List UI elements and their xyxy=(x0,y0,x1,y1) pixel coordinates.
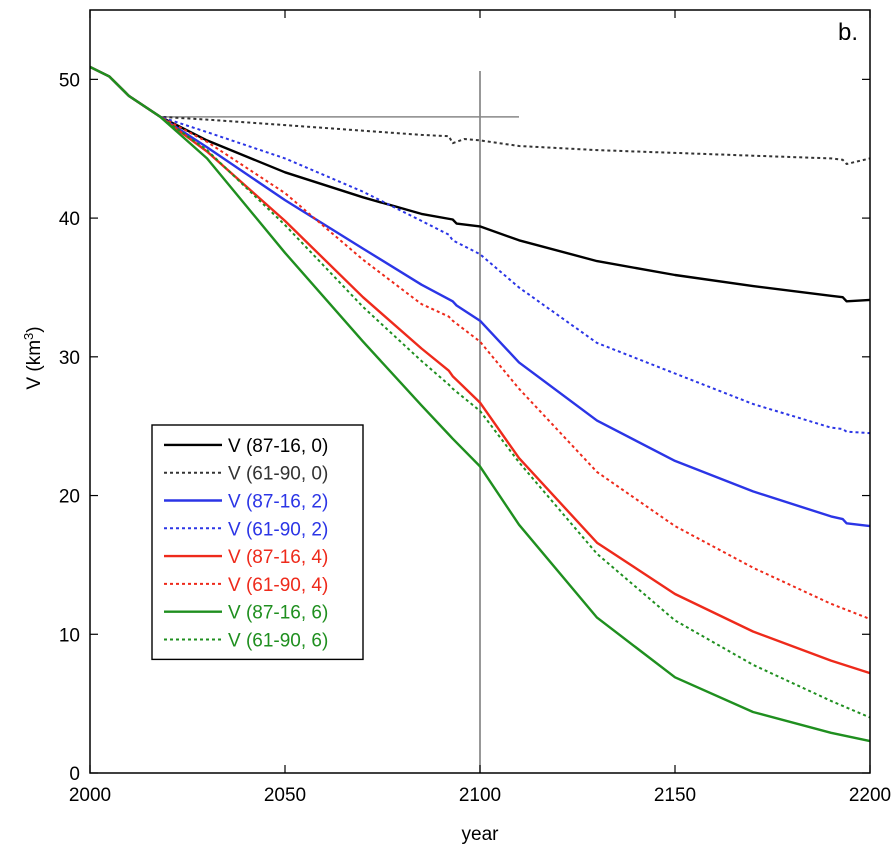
legend-box xyxy=(151,424,364,661)
legend: V (87-16, 0) V (61-90, 0) V (87-16, 2) V (6… xyxy=(151,424,364,661)
legend-label: V (61-90, 0) xyxy=(228,464,328,485)
axis-ticks: 2000 2050 2100 2150 2200 0 10 20 30 40 50 xyxy=(59,10,891,806)
y-axis-label-superscript: 3 xyxy=(21,333,36,340)
y-tick-label: 30 xyxy=(59,348,80,369)
reference-lines xyxy=(160,71,519,773)
y-axis-label-main: V (km xyxy=(24,340,45,390)
legend-label: V (87-16, 4) xyxy=(228,547,328,568)
y-tick-label: 20 xyxy=(59,487,80,508)
y-tick-label: 0 xyxy=(69,764,80,785)
x-tick-label: 2050 xyxy=(264,785,306,806)
legend-label: V (87-16, 2) xyxy=(228,492,328,513)
legend-label: V (87-16, 6) xyxy=(228,603,328,624)
x-tick-label: 2000 xyxy=(69,785,111,806)
series-layer xyxy=(89,65,871,743)
x-tick-label: 2100 xyxy=(459,785,501,806)
panel-label: b. xyxy=(838,19,858,46)
y-tick-label: 50 xyxy=(59,70,80,91)
series-line-8 xyxy=(89,66,871,719)
series-line-2 xyxy=(89,66,871,165)
y-axis-label-close: ) xyxy=(24,326,45,332)
x-axis-label: year xyxy=(462,824,500,845)
x-tick-label: 2150 xyxy=(654,785,696,806)
y-tick-label: 10 xyxy=(59,625,80,646)
legend-label: V (87-16, 0) xyxy=(228,436,328,457)
y-axis-label: V (km3) xyxy=(21,326,45,389)
y-tick-label: 40 xyxy=(59,209,80,230)
legend-label: V (61-90, 2) xyxy=(228,519,328,540)
legend-label: V (61-90, 6) xyxy=(228,631,328,652)
x-tick-label: 2200 xyxy=(849,785,891,806)
legend-label: V (61-90, 4) xyxy=(228,575,328,596)
